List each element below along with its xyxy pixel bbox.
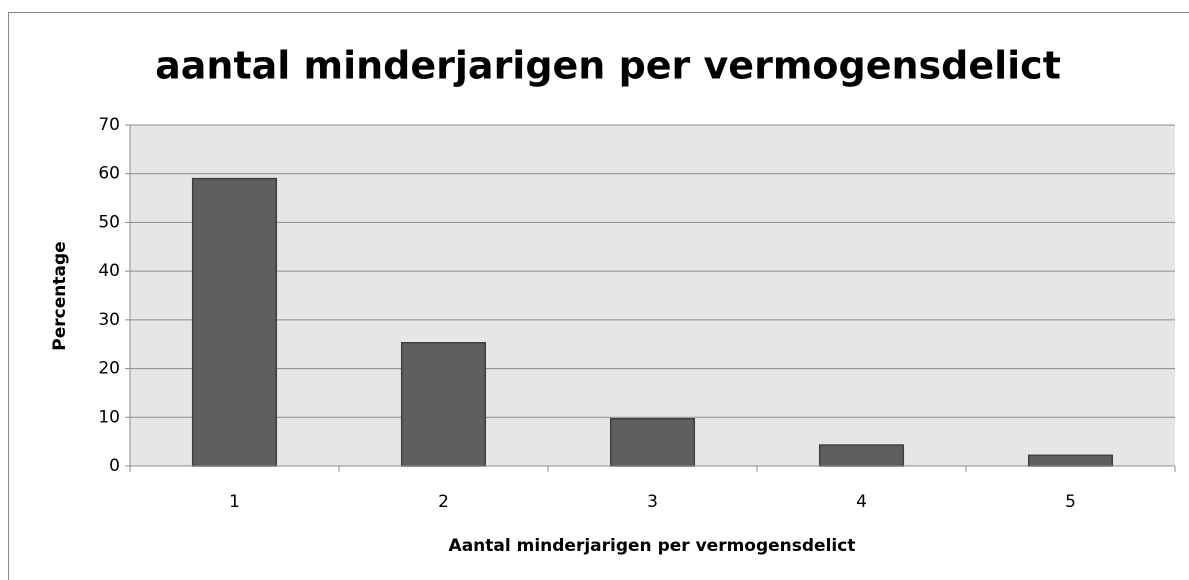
y-tick-label: 40 [98, 261, 120, 281]
y-tick-label: 60 [98, 164, 120, 184]
x-tick-label: 4 [856, 492, 867, 512]
x-tick-label: 5 [1065, 492, 1076, 512]
x-tick-label: 1 [229, 492, 240, 512]
y-tick-label: 0 [109, 456, 120, 476]
x-axis-title: Aantal minderjarigen per vermogensdelict [449, 536, 856, 556]
plot-area [130, 125, 1175, 466]
bar [400, 342, 487, 467]
chart-title: aantal minderjarigen per vermogensdelict [155, 44, 1061, 88]
y-axis-title: Percentage [50, 241, 70, 350]
bar [1027, 454, 1114, 467]
bar [609, 417, 696, 467]
x-tick-label: 2 [438, 492, 449, 512]
bar [191, 177, 278, 467]
y-tick-label: 70 [98, 115, 120, 135]
y-tick-label: 50 [98, 212, 120, 232]
y-tick-label: 10 [98, 407, 120, 427]
bar [818, 444, 905, 467]
x-tick-label: 3 [647, 492, 658, 512]
y-tick-label: 20 [98, 359, 120, 379]
y-tick-label: 30 [98, 310, 120, 330]
